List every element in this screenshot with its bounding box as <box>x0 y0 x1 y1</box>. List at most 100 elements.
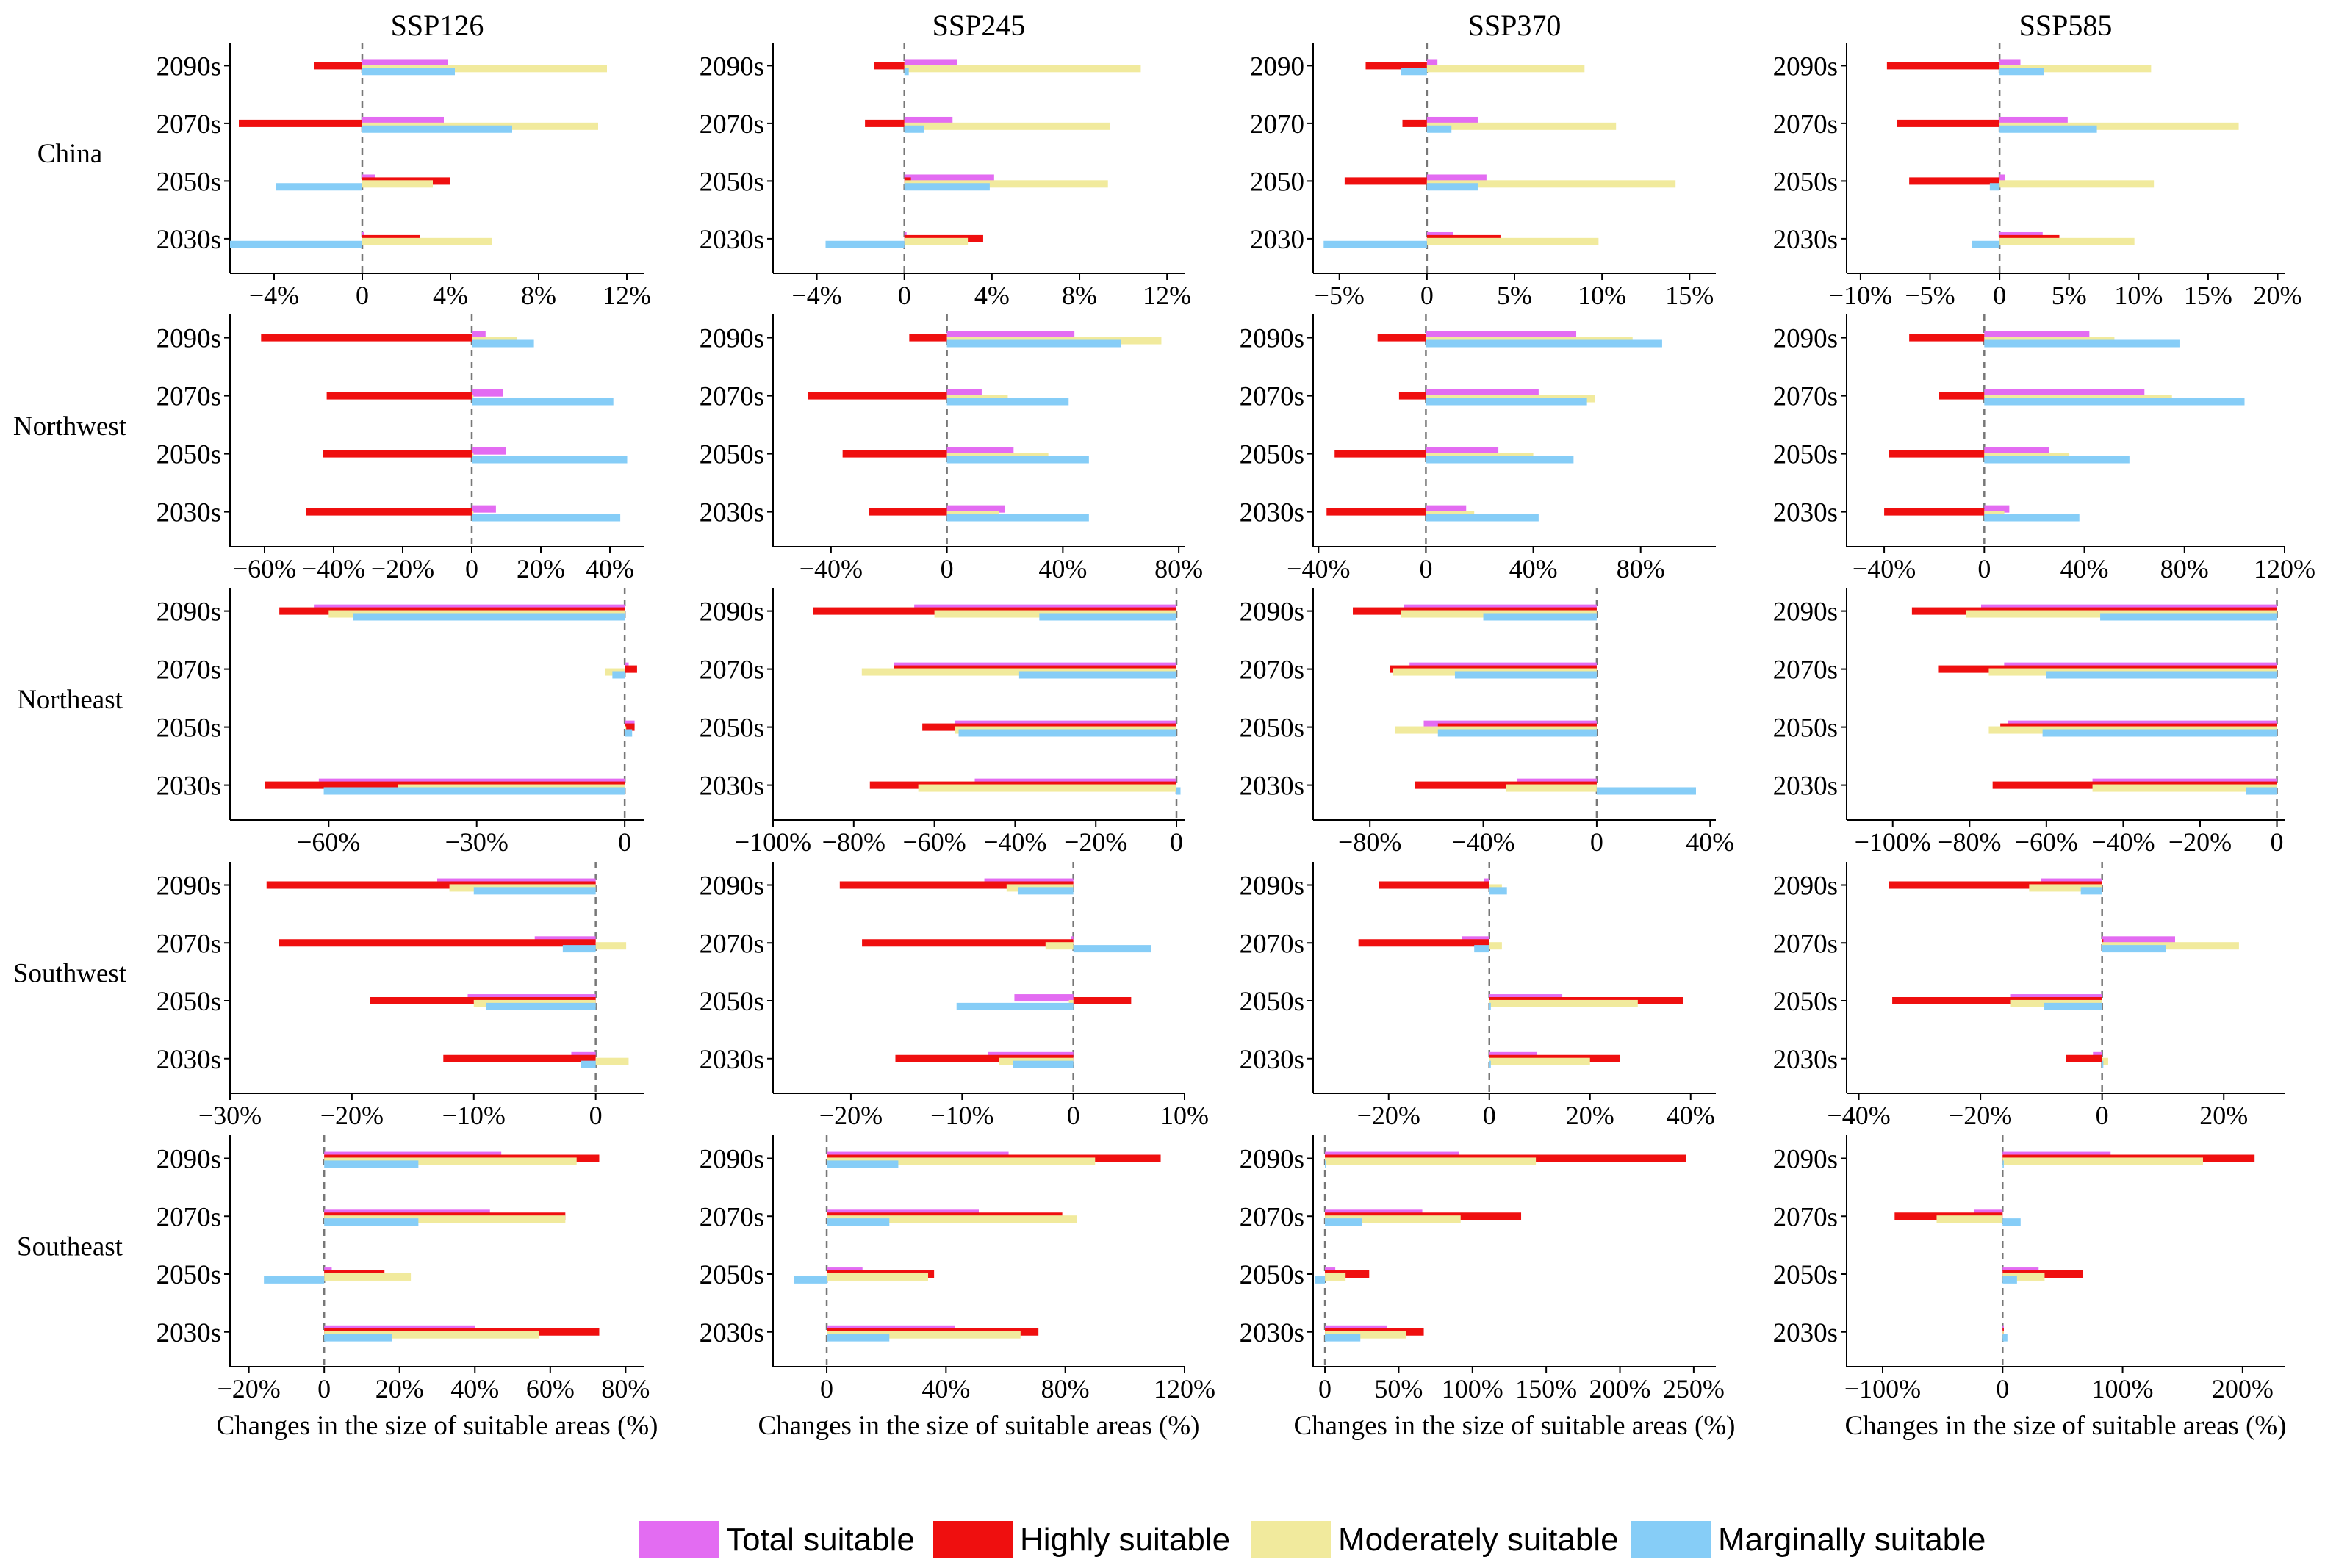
category-label-northwest-ssp126-2070s: 2070s <box>157 382 221 412</box>
bar-northwest-ssp126-2030s-total-suitable <box>472 505 496 513</box>
x-tick-label-china-ssp126: 12% <box>603 281 651 310</box>
x-tick-label-northeast-ssp585: 0 <box>2271 827 2284 857</box>
x-tick-label-northeast-ssp245: −40% <box>983 827 1046 857</box>
bar-china-ssp245-2090s-total-suitable <box>904 59 957 67</box>
bar-china-ssp370-2090-marginally-suitable <box>1401 68 1427 76</box>
category-label-southeast-ssp585-2030s: 2030s <box>1773 1318 1838 1348</box>
bar-china-ssp370-2070-total-suitable <box>1426 116 1478 124</box>
scenario-title-ssp126: SSP126 <box>391 9 484 42</box>
x-tick-label-southwest-ssp370: 40% <box>1667 1101 1715 1130</box>
category-label-northwest-ssp370-2090s: 2090s <box>1240 324 1304 354</box>
bar-china-ssp585-2090s-moderately-suitable <box>1999 65 2152 73</box>
x-tick-label-southeast-ssp126: 20% <box>375 1374 424 1403</box>
category-label-southwest-ssp245-2050s: 2050s <box>700 987 764 1017</box>
bar-northeast-ssp585-2050s-marginally-suitable <box>2042 729 2277 737</box>
bar-northwest-ssp126-2050s-highly-suitable <box>323 450 472 458</box>
legend-swatch-total-suitable <box>639 1521 719 1558</box>
legend-label-marginally-suitable: Marginally suitable <box>1718 1522 1986 1558</box>
x-tick-label-southwest-ssp126: −10% <box>442 1101 506 1130</box>
bar-southeast-ssp370-2050s-highly-suitable <box>1325 1270 1370 1278</box>
bar-china-ssp126-2070s-total-suitable <box>362 116 444 124</box>
bar-southwest-ssp126-2070s-moderately-suitable <box>595 942 627 950</box>
category-label-southeast-ssp245-2030s: 2030s <box>700 1318 764 1348</box>
bar-southwest-ssp585-2090s-highly-suitable <box>1889 881 2102 889</box>
category-label-southwest-ssp126-2070s: 2070s <box>157 929 221 959</box>
category-label-china-ssp245-2070s: 2070s <box>700 109 764 140</box>
category-label-southwest-ssp370-2070s: 2070s <box>1240 929 1304 959</box>
bar-northwest-ssp370-2030s-total-suitable <box>1426 505 1467 513</box>
category-label-southeast-ssp245-2050s: 2050s <box>700 1260 764 1290</box>
bar-northwest-ssp126-2090s-total-suitable <box>472 331 486 339</box>
bar-china-ssp370-2070-moderately-suitable <box>1426 122 1617 130</box>
bar-northwest-ssp370-2050s-highly-suitable <box>1334 450 1426 458</box>
category-label-northwest-ssp585-2050s: 2050s <box>1773 440 1838 470</box>
x-tick-label-northwest-ssp126: −40% <box>302 554 365 583</box>
category-label-china-ssp585-2070s: 2070s <box>1773 109 1838 140</box>
bar-southeast-ssp370-2070s-marginally-suitable <box>1325 1218 1362 1226</box>
bar-northeast-ssp126-2090s-marginally-suitable <box>353 613 625 621</box>
bar-china-ssp126-2030s-moderately-suitable <box>362 237 492 245</box>
x-tick-label-northwest-ssp370: −40% <box>1287 554 1350 583</box>
legend-label-highly-suitable: Highly suitable <box>1020 1522 1230 1558</box>
x-tick-label-northwest-ssp370: 40% <box>1509 554 1558 583</box>
bar-china-ssp126-2090s-total-suitable <box>362 59 448 67</box>
category-label-northwest-ssp370-2030s: 2030s <box>1240 498 1304 528</box>
category-label-china-ssp585-2090s: 2090s <box>1773 51 1838 82</box>
category-label-southwest-ssp126-2050s: 2050s <box>157 987 221 1017</box>
x-tick-label-china-ssp126: −4% <box>249 281 299 310</box>
bar-northwest-ssp245-2070s-highly-suitable <box>808 392 947 400</box>
bar-northwest-ssp370-2070s-highly-suitable <box>1398 392 1426 400</box>
bar-southwest-ssp126-2030s-highly-suitable <box>443 1054 596 1062</box>
x-tick-label-southeast-ssp585: 0 <box>1996 1374 2009 1403</box>
category-label-southwest-ssp126-2030s: 2030s <box>157 1045 221 1075</box>
bar-china-ssp245-2030s-moderately-suitable <box>904 237 969 245</box>
category-label-northwest-ssp126-2030s: 2030s <box>157 498 221 528</box>
bar-southwest-ssp585-2030s-marginally-suitable <box>2102 1060 2104 1068</box>
bar-southwest-ssp370-2070s-marginally-suitable <box>1474 945 1489 953</box>
x-tick-label-china-ssp245: 12% <box>1143 281 1191 310</box>
bar-northeast-ssp126-2070s-highly-suitable <box>625 665 637 673</box>
x-tick-label-china-ssp370: 0 <box>1420 281 1434 310</box>
category-label-northeast-ssp370-2050s: 2050s <box>1240 713 1304 744</box>
x-tick-label-northeast-ssp585: −40% <box>2091 827 2155 857</box>
x-tick-label-northeast-ssp370: 40% <box>1686 827 1734 857</box>
bar-northeast-ssp245-2070s-moderately-suitable <box>861 668 1177 676</box>
category-label-china-ssp245-2030s: 2030s <box>700 225 764 255</box>
bar-southwest-ssp245-2090s-highly-suitable <box>839 881 1074 889</box>
bar-southeast-ssp126-2090s-moderately-suitable <box>324 1157 577 1165</box>
x-tick-label-china-ssp585: 10% <box>2114 281 2163 310</box>
x-tick-label-southwest-ssp126: −30% <box>198 1101 262 1130</box>
bar-southwest-ssp585-2050s-highly-suitable <box>1892 997 2102 1004</box>
legend-swatch-highly-suitable <box>933 1521 1013 1558</box>
x-tick-label-northeast-ssp245: −80% <box>822 827 885 857</box>
x-tick-label-southwest-ssp245: 10% <box>1160 1101 1209 1130</box>
x-tick-label-china-ssp245: 8% <box>1062 281 1097 310</box>
x-tick-label-southwest-ssp245: 0 <box>1067 1101 1080 1130</box>
x-tick-label-northwest-ssp585: 120% <box>2254 554 2315 583</box>
x-tick-label-northeast-ssp370: −40% <box>1451 827 1514 857</box>
bar-northwest-ssp245-2050s-total-suitable <box>946 447 1014 455</box>
x-tick-label-northeast-ssp585: −100% <box>1855 827 1931 857</box>
bar-southwest-ssp245-2070s-highly-suitable <box>862 939 1074 947</box>
x-tick-label-southwest-ssp126: −20% <box>320 1101 384 1130</box>
x-tick-label-southwest-ssp585: −20% <box>1949 1101 2012 1130</box>
category-label-northeast-ssp585-2030s: 2030s <box>1773 772 1838 802</box>
x-tick-label-northwest-ssp126: −20% <box>371 554 434 583</box>
category-label-southeast-ssp126-2050s: 2050s <box>157 1260 221 1290</box>
bar-southwest-ssp245-2030s-marginally-suitable <box>1013 1060 1074 1068</box>
bar-china-ssp585-2050s-marginally-suitable <box>1989 183 2000 191</box>
bar-southeast-ssp245-2030s-moderately-suitable <box>827 1331 1021 1339</box>
bar-southwest-ssp245-2070s-moderately-suitable <box>1045 942 1074 950</box>
bar-china-ssp585-2050s-moderately-suitable <box>1999 180 2155 188</box>
bar-southwest-ssp370-2030s-moderately-suitable <box>1489 1057 1590 1065</box>
bar-southeast-ssp585-2050s-moderately-suitable <box>2002 1273 2045 1281</box>
x-tick-label-china-ssp585: 15% <box>2184 281 2232 310</box>
category-label-southwest-ssp245-2090s: 2090s <box>700 871 764 902</box>
region-label-northwest: Northwest <box>13 411 127 442</box>
x-tick-label-southwest-ssp126: 0 <box>589 1101 603 1130</box>
bar-china-ssp126-2030s-marginally-suitable <box>230 240 362 248</box>
bar-southeast-ssp126-2070s-marginally-suitable <box>324 1218 419 1226</box>
bar-northeast-ssp126-2030s-marginally-suitable <box>323 787 625 795</box>
bar-china-ssp245-2090s-moderately-suitable <box>904 65 1141 73</box>
bar-china-ssp126-2090s-marginally-suitable <box>362 68 455 76</box>
